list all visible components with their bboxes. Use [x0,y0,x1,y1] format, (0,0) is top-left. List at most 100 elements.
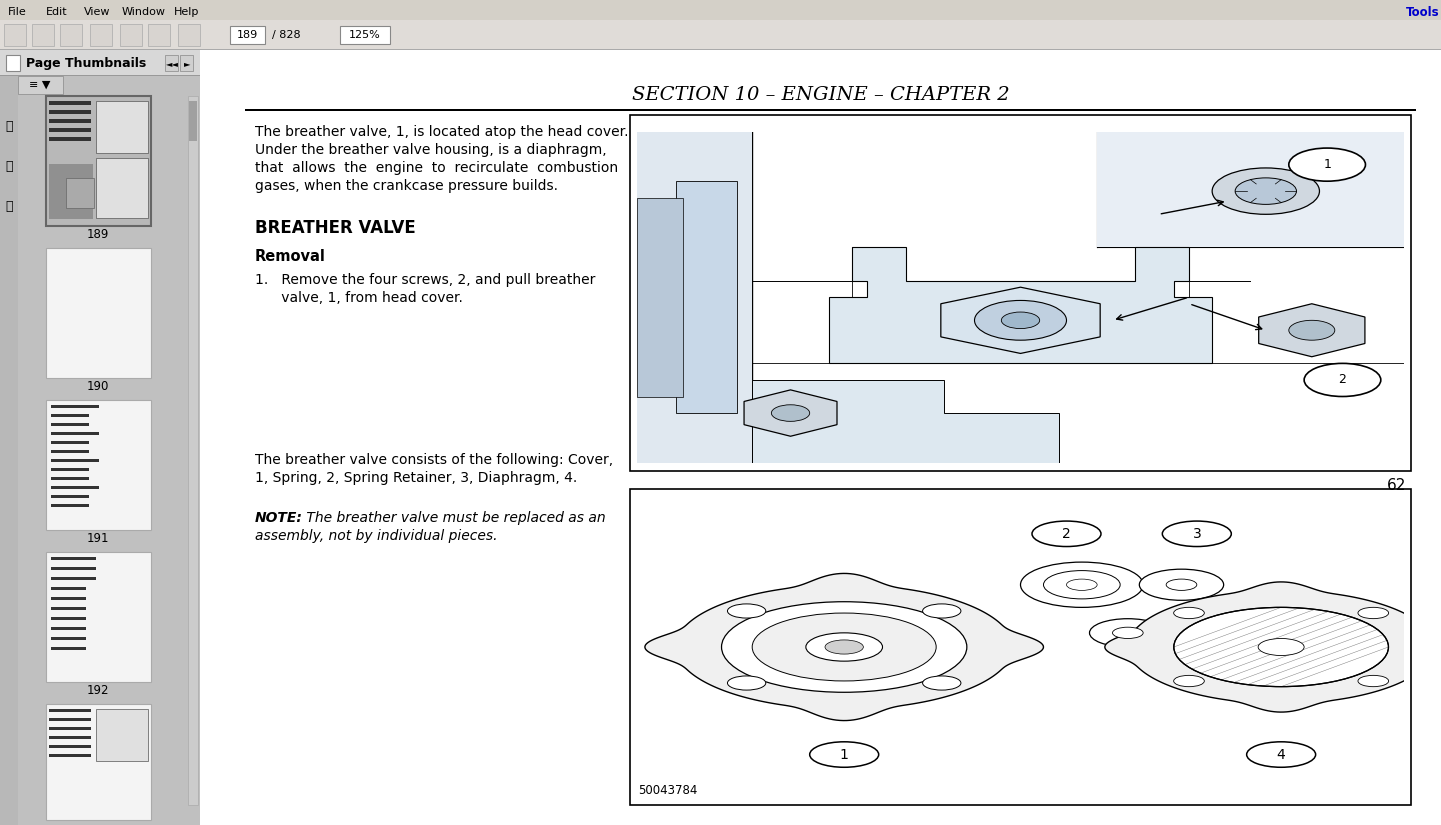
Circle shape [1173,676,1205,686]
Circle shape [974,300,1066,340]
Text: Help: Help [174,7,199,17]
Text: Under the breather valve housing, is a diaphragm,: Under the breather valve housing, is a d… [255,143,607,157]
Text: Window: Window [122,7,166,17]
Text: ◄◄: ◄◄ [166,59,179,68]
Bar [50,577,97,580]
Circle shape [1258,639,1304,656]
Bar [245,109,1417,111]
Text: gases, when the crankcase pressure builds.: gases, when the crankcase pressure build… [255,179,558,193]
Bar [49,164,94,219]
Bar [0,0,1441,20]
Bar [50,423,89,426]
Text: 189: 189 [86,228,110,241]
Bar [49,745,91,748]
Bar [187,96,197,805]
Bar [50,459,99,462]
Text: valve, 1, from head cover.: valve, 1, from head cover. [255,291,463,305]
Polygon shape [646,573,1043,720]
Text: 🔍: 🔍 [6,159,13,172]
Circle shape [1173,607,1205,619]
Text: 62: 62 [1386,478,1406,493]
Bar [630,115,1411,471]
Bar [0,50,200,76]
Bar [17,76,63,94]
Circle shape [1357,607,1389,619]
Bar [50,567,97,570]
Polygon shape [676,182,736,413]
Bar [97,101,148,153]
Bar [6,55,20,71]
Text: 190: 190 [86,380,110,393]
Bar [49,736,91,739]
Text: BREATHER VALVE: BREATHER VALVE [255,219,416,237]
Text: Tools: Tools [1406,6,1440,18]
Circle shape [1174,607,1389,686]
Text: Edit: Edit [46,7,68,17]
Bar [50,504,89,507]
Circle shape [1235,178,1297,205]
Bar [50,450,89,453]
Text: assembly, not by individual pieces.: assembly, not by individual pieces. [255,529,497,543]
Circle shape [771,405,810,422]
Bar [166,55,179,71]
Text: / 828: / 828 [272,30,301,40]
Circle shape [1066,579,1097,591]
Text: View: View [84,7,111,17]
Circle shape [722,601,967,692]
Circle shape [1212,168,1320,214]
Bar [50,557,97,560]
Bar [50,477,89,480]
Bar [49,137,91,141]
Circle shape [1166,579,1197,591]
Bar [50,627,86,630]
Circle shape [1032,521,1101,546]
Bar [46,552,151,682]
Bar [180,55,193,71]
Text: File: File [9,7,27,17]
Polygon shape [744,390,837,436]
Polygon shape [829,248,1212,363]
Bar [50,607,86,610]
Circle shape [922,676,961,690]
Circle shape [1020,562,1143,607]
Circle shape [826,640,863,654]
Bar [0,49,1441,50]
Bar [50,468,89,471]
Bar [89,24,112,46]
Circle shape [728,676,765,690]
Text: 192: 192 [86,683,110,696]
Bar [50,587,86,590]
Circle shape [1304,363,1380,397]
Bar [49,727,91,730]
Bar [4,24,26,46]
Text: SECTION 10 – ENGINE – CHAPTER 2: SECTION 10 – ENGINE – CHAPTER 2 [631,86,1009,104]
Bar [50,414,89,417]
Text: 🔖: 🔖 [6,120,13,133]
Bar [0,75,200,76]
Text: NOTE:: NOTE: [255,511,303,525]
Text: 1, Spring, 2, Spring Retainer, 3, Diaphragm, 4.: 1, Spring, 2, Spring Retainer, 3, Diaphr… [255,471,578,485]
Circle shape [810,742,879,767]
Text: Removal: Removal [255,249,326,264]
Text: The breather valve, 1, is located atop the head cover.: The breather valve, 1, is located atop t… [255,125,628,139]
Text: 50043784: 50043784 [638,785,697,798]
Circle shape [1288,148,1366,182]
Polygon shape [637,131,752,463]
Text: ≡ ▼: ≡ ▼ [29,80,50,90]
Text: 📎: 📎 [6,200,13,213]
Circle shape [1357,676,1389,686]
Bar [50,597,86,600]
Bar [46,248,151,378]
Bar [66,178,94,208]
Text: 50043783: 50043783 [638,449,697,461]
Circle shape [1246,742,1316,767]
Bar [46,400,151,530]
Bar [50,637,86,640]
Polygon shape [1097,131,1404,248]
Polygon shape [1105,582,1441,712]
Circle shape [1043,571,1120,599]
Bar [49,128,91,132]
Bar [97,709,148,761]
Text: 2: 2 [1339,374,1346,386]
Bar [50,486,99,489]
